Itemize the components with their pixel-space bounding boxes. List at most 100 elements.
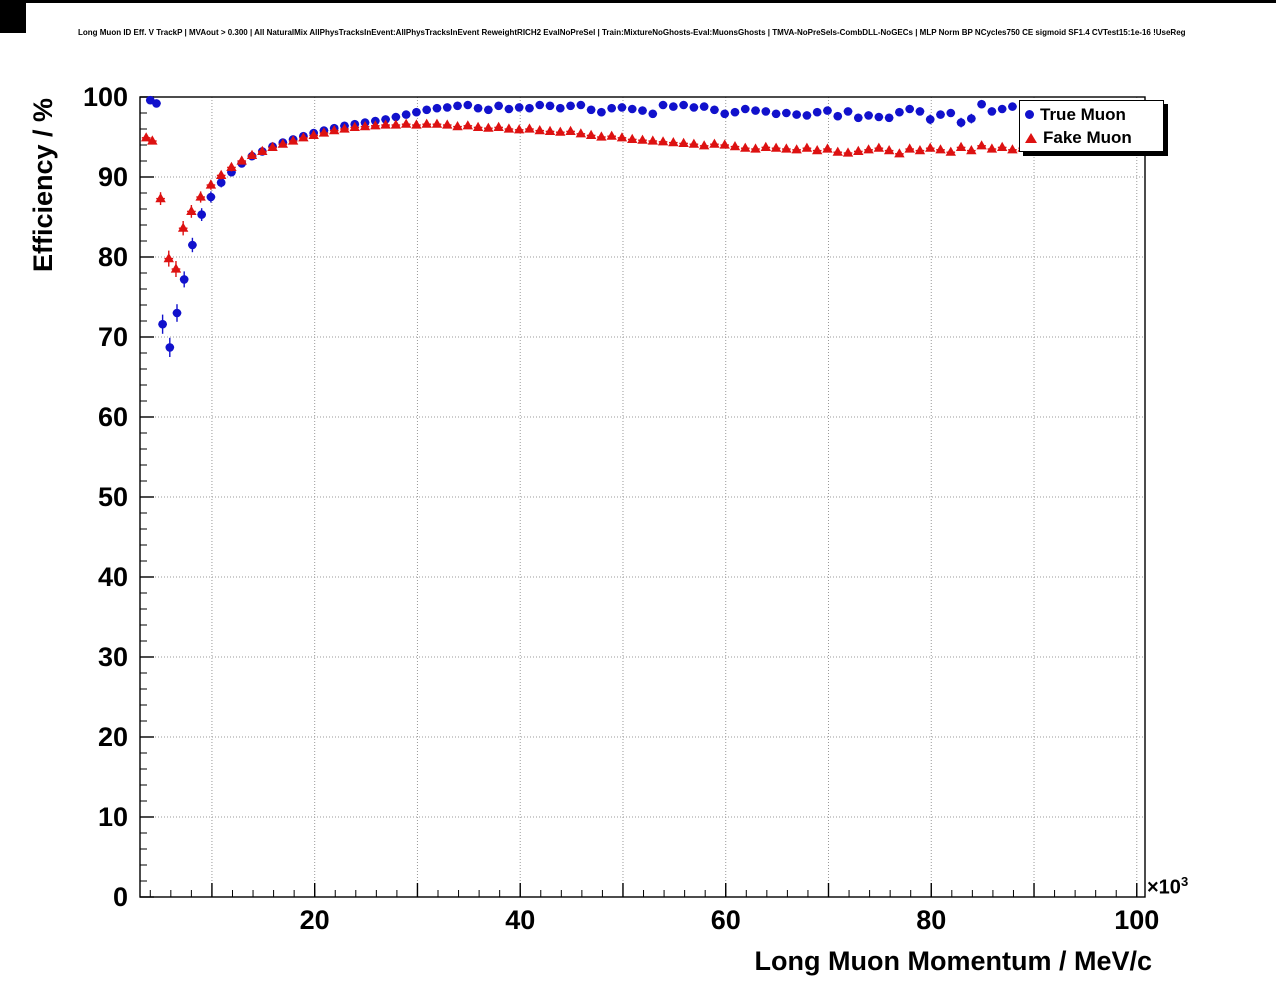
data-point-fake-muon	[596, 131, 607, 141]
data-point-true-muon	[823, 106, 832, 115]
data-point-fake-muon	[329, 125, 340, 135]
x-axis-exponent-power: 3	[1180, 874, 1189, 889]
data-point-true-muon	[179, 275, 189, 284]
data-point-true-muon	[152, 99, 161, 108]
x-tick-label: 20	[300, 905, 330, 935]
data-point-true-muon	[412, 107, 421, 117]
legend: True Muon Fake Muon	[1019, 100, 1164, 152]
data-point-fake-muon	[452, 121, 463, 131]
data-point-fake-muon	[421, 118, 432, 128]
y-tick-label: 80	[98, 242, 128, 272]
data-point-true-muon	[874, 112, 884, 122]
data-point-fake-muon	[801, 142, 813, 152]
data-point-true-muon	[925, 115, 935, 124]
data-point-fake-muon	[140, 132, 152, 142]
data-point-fake-muon	[298, 132, 309, 142]
data-point-fake-muon	[349, 121, 360, 131]
x-tick-label: 40	[505, 905, 535, 935]
data-point-true-muon	[946, 108, 956, 118]
data-point-true-muon	[566, 101, 575, 111]
data-point-fake-muon	[215, 169, 227, 179]
plot-frame	[139, 96, 1146, 898]
data-point-fake-muon	[760, 141, 772, 151]
data-point-fake-muon	[226, 161, 237, 171]
data-point-fake-muon	[781, 143, 792, 153]
data-point-true-muon	[905, 104, 914, 114]
x-tick-label: 100	[1114, 905, 1159, 935]
data-point-true-muon	[627, 104, 637, 114]
y-tick-label: 40	[98, 562, 128, 592]
data-point-true-muon	[586, 105, 596, 115]
data-point-true-muon	[473, 103, 483, 113]
data-point-fake-muon	[955, 141, 967, 151]
data-point-fake-muon	[657, 136, 669, 146]
data-point-true-muon	[853, 113, 863, 123]
data-point-true-muon	[751, 106, 760, 115]
data-point-fake-muon	[719, 139, 730, 149]
x-axis-exponent: ×103	[1147, 874, 1188, 900]
y-tick-label: 10	[98, 802, 128, 832]
data-point-true-muon	[401, 110, 411, 119]
data-point-true-muon	[792, 110, 801, 119]
data-point-fake-muon	[359, 121, 371, 131]
data-point-true-muon	[843, 107, 853, 116]
data-point-true-muon	[956, 118, 966, 127]
data-point-true-muon	[740, 104, 750, 114]
data-point-fake-muon	[236, 155, 247, 165]
data-point-true-muon	[165, 343, 175, 352]
data-point-fake-muon	[575, 128, 587, 138]
y-tick-label: 20	[98, 722, 128, 752]
legend-label-true-muon: True Muon	[1040, 104, 1126, 124]
data-point-fake-muon	[147, 135, 158, 145]
data-point-fake-muon	[246, 149, 258, 159]
data-point-fake-muon	[318, 127, 330, 137]
y-tick-label: 60	[98, 402, 128, 432]
data-point-fake-muon	[770, 142, 782, 152]
data-point-true-muon	[172, 308, 182, 318]
data-point-fake-muon	[894, 148, 905, 158]
data-point-fake-muon	[863, 144, 874, 154]
data-point-fake-muon	[647, 135, 658, 145]
data-point-fake-muon	[431, 118, 443, 128]
data-point-fake-muon	[750, 143, 761, 153]
data-point-true-muon	[514, 103, 524, 112]
data-point-true-muon	[936, 110, 945, 119]
data-point-fake-muon	[873, 142, 885, 152]
data-point-fake-muon	[585, 129, 597, 139]
legend-label-fake-muon: Fake Muon	[1043, 127, 1132, 147]
data-point-fake-muon	[688, 138, 700, 148]
data-point-true-muon	[555, 103, 565, 113]
data-point-fake-muon	[339, 123, 350, 133]
fake-muon-marker-icon	[1025, 132, 1037, 143]
data-point-fake-muon	[616, 132, 628, 142]
data-point-fake-muon	[287, 135, 299, 145]
data-point-true-muon	[617, 103, 627, 112]
data-point-fake-muon	[390, 119, 402, 129]
data-point-fake-muon	[267, 141, 278, 151]
data-point-fake-muon	[740, 142, 751, 152]
data-point-true-muon	[197, 210, 206, 219]
data-point-true-muon	[576, 100, 586, 110]
data-point-true-muon	[710, 105, 719, 115]
data-point-true-muon	[422, 105, 432, 115]
data-point-fake-muon	[155, 193, 166, 203]
data-point-true-muon	[658, 100, 668, 110]
data-point-fake-muon	[637, 134, 648, 144]
data-point-true-muon	[761, 107, 771, 116]
data-point-fake-muon	[524, 123, 535, 133]
data-point-fake-muon	[606, 130, 617, 140]
data-point-true-muon	[638, 106, 647, 115]
x-tick-label: 60	[711, 905, 741, 935]
data-point-fake-muon	[791, 144, 802, 154]
data-point-true-muon	[782, 108, 791, 118]
data-point-fake-muon	[832, 146, 843, 156]
y-tick-label: 100	[83, 82, 128, 112]
data-point-true-muon	[453, 101, 462, 111]
data-point-true-muon	[884, 113, 894, 123]
data-point-fake-muon	[904, 143, 915, 153]
data-point-true-muon	[597, 107, 606, 117]
data-point-fake-muon	[925, 142, 936, 152]
data-point-true-muon	[987, 107, 997, 116]
